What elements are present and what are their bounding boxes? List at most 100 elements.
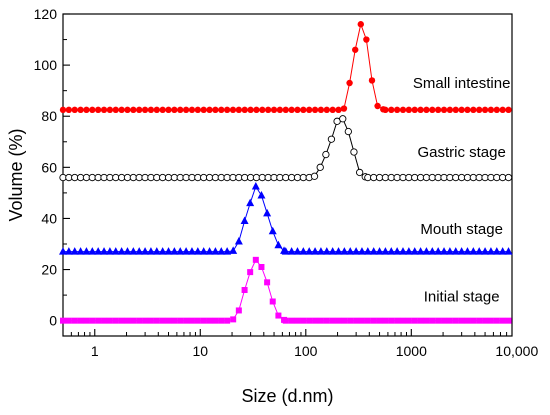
data-point	[451, 247, 460, 255]
data-point	[411, 106, 418, 114]
data-point	[177, 317, 184, 324]
series-label: Small intestine	[413, 75, 511, 92]
data-point	[311, 106, 319, 114]
x-tick-label: 1	[91, 343, 99, 359]
data-point	[476, 317, 483, 324]
data-point	[399, 317, 406, 324]
data-point	[340, 247, 349, 255]
data-point	[311, 247, 320, 255]
data-point	[153, 106, 160, 114]
data-point	[306, 106, 313, 114]
data-point	[89, 317, 96, 324]
data-point	[312, 317, 319, 324]
data-point	[347, 317, 354, 324]
data-point	[176, 247, 185, 255]
x-axis-title: Size (d.nm)	[241, 386, 333, 406]
data-point	[441, 317, 448, 324]
data-point	[329, 317, 336, 324]
data-point	[322, 247, 331, 255]
data-point	[434, 106, 442, 114]
data-point	[470, 106, 477, 114]
data-point	[165, 317, 172, 324]
data-point	[188, 317, 195, 324]
data-point	[310, 172, 319, 180]
data-point	[446, 317, 453, 324]
data-point	[124, 317, 131, 324]
data-point	[65, 106, 73, 114]
data-point	[429, 317, 436, 324]
data-point	[294, 317, 301, 324]
data-point	[171, 106, 178, 114]
data-point	[212, 106, 219, 114]
x-tick-label: 1000	[396, 343, 427, 359]
data-point	[64, 247, 73, 255]
data-point	[188, 106, 196, 114]
data-point	[89, 106, 96, 114]
data-point	[170, 247, 179, 255]
data-point	[487, 317, 494, 324]
data-point	[251, 182, 260, 190]
y-tick-label: 120	[34, 6, 58, 22]
data-point	[452, 106, 459, 114]
data-point	[112, 317, 119, 324]
data-point	[376, 317, 383, 324]
data-point	[440, 106, 448, 114]
data-point	[364, 317, 371, 324]
data-point	[294, 106, 301, 114]
data-point	[299, 247, 308, 255]
data-point	[316, 247, 325, 255]
data-point	[101, 317, 108, 324]
data-point	[493, 106, 500, 114]
data-point	[130, 317, 137, 324]
data-point	[218, 106, 225, 114]
data-point	[476, 106, 483, 114]
data-point	[193, 247, 202, 255]
y-tick-label: 20	[41, 262, 57, 278]
data-point	[300, 106, 307, 114]
y-tick-label: 0	[49, 313, 57, 329]
data-point	[264, 106, 272, 114]
data-point	[235, 307, 242, 314]
data-point	[411, 317, 418, 324]
data-point	[346, 79, 353, 87]
data-point	[423, 317, 430, 324]
data-point	[253, 106, 260, 114]
data-point	[306, 317, 313, 324]
data-point	[223, 247, 232, 255]
data-point	[136, 317, 143, 324]
data-point	[200, 106, 207, 114]
data-point	[387, 247, 396, 255]
x-tick-label: 100	[294, 343, 318, 359]
series-gastric-stage	[59, 115, 513, 182]
data-point	[223, 106, 231, 114]
data-point	[83, 106, 90, 114]
data-point	[357, 247, 366, 255]
data-point	[141, 247, 150, 255]
data-point	[422, 247, 431, 255]
data-point	[147, 106, 155, 114]
data-point	[410, 247, 419, 255]
data-point	[65, 317, 72, 324]
data-point	[458, 106, 465, 114]
data-point	[368, 77, 376, 84]
data-point	[206, 317, 213, 324]
data-point	[118, 317, 125, 324]
data-point	[235, 106, 243, 114]
data-point	[353, 317, 360, 324]
data-point	[352, 247, 361, 255]
data-point	[435, 317, 442, 324]
data-point	[434, 247, 443, 255]
data-point	[77, 317, 84, 324]
data-point	[288, 106, 295, 114]
data-point	[357, 21, 364, 28]
data-point	[458, 317, 465, 324]
data-point	[398, 247, 407, 255]
series-label: Mouth stage	[420, 221, 503, 238]
data-point	[405, 106, 413, 114]
data-point	[388, 106, 395, 114]
data-point	[129, 247, 138, 255]
data-point	[329, 106, 336, 114]
data-point	[100, 247, 109, 255]
data-point	[194, 317, 201, 324]
data-point	[95, 317, 102, 324]
